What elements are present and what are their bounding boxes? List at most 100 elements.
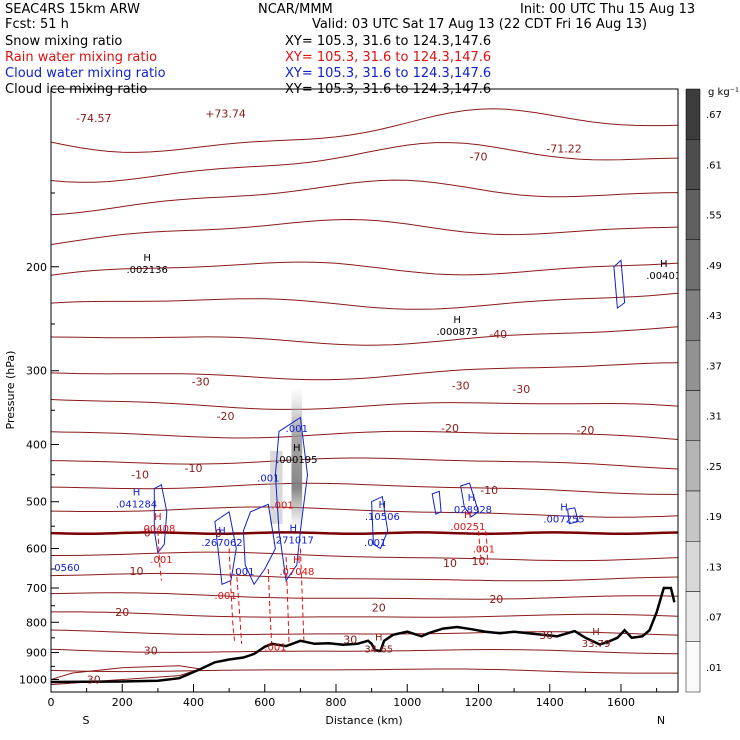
extremum-h-marker: H	[293, 443, 301, 454]
valid-time: Valid: 03 UTC Sat 17 Aug 13 (22 CDT Fri …	[312, 17, 647, 32]
extremum-h-marker: H	[289, 524, 297, 535]
y-axis-label: Pressure (hPa)	[4, 351, 17, 430]
header: SEAC4RS 15km ARW NCAR/MMM Init: 00 UTC T…	[5, 2, 695, 97]
contour-value-label: .001	[264, 643, 286, 654]
rain-contour	[267, 568, 273, 647]
rain-contour	[228, 548, 235, 641]
x-tick-label: 800	[326, 696, 347, 709]
colorbar-label: .49	[706, 261, 722, 272]
extremum-h-marker: H	[218, 526, 226, 537]
isotherm-line	[51, 551, 678, 562]
colorbar-label: .01	[706, 663, 722, 674]
extremum-value: 34.65	[364, 645, 393, 656]
rain-contours	[157, 530, 488, 647]
x-tick-label: 1000	[393, 696, 421, 709]
temperature-label: 10	[443, 557, 457, 570]
x-tick-label: 0	[48, 696, 55, 709]
field-xy-rain: XY= 105.3, 31.6 to 124.3,147.6	[285, 50, 491, 65]
contour-value-label: .001	[150, 555, 172, 566]
temperature-label: -10	[480, 484, 498, 497]
y-tick-label: 300	[26, 365, 47, 378]
plot-frame	[50, 88, 679, 693]
isotherm-line	[51, 430, 678, 440]
colorbar-segment	[685, 139, 701, 190]
field-label-snow: Snow mixing ratio	[5, 34, 122, 49]
cloud-water-contour	[153, 484, 168, 554]
contour-value-label: .001	[271, 500, 293, 511]
colorbar-label: .61	[706, 160, 722, 171]
isotherm-line	[51, 457, 678, 470]
colorbar-segment	[685, 440, 701, 492]
isotherm-line	[51, 362, 678, 381]
extremum-h-marker: H	[592, 627, 600, 638]
isotherm-line	[51, 261, 678, 276]
extremum-value: 33.79	[582, 639, 611, 650]
extremum-h-marker: H	[660, 259, 668, 270]
temperature-label: -10	[131, 469, 149, 482]
x-end-label: N	[657, 714, 665, 727]
isotherm-line	[51, 108, 678, 153]
temperature-label: -10	[185, 462, 203, 475]
extremum-value: .00401	[646, 271, 681, 282]
x-tick-label: 600	[254, 696, 275, 709]
temperature-label: -30	[192, 376, 210, 389]
y-tick-label: 700	[26, 582, 47, 595]
y-tick-label: 600	[26, 542, 47, 555]
isotherm-line	[51, 572, 678, 582]
y-tick-label: 400	[26, 439, 47, 452]
x-axis-label: Distance (km)	[325, 714, 402, 727]
x-tick-label: 1400	[536, 696, 564, 709]
colorbar-label: .31	[706, 412, 722, 423]
temperature-label: +73.74	[205, 107, 246, 120]
temperature-label: 30	[539, 629, 553, 642]
contour-value-label: .001	[364, 538, 386, 549]
isotherm-line	[51, 611, 678, 618]
cloud-water-contour	[371, 495, 389, 550]
snow-shading-column	[291, 387, 303, 531]
rain-contour	[285, 556, 290, 644]
colorbar-label: .07	[706, 613, 722, 624]
forecast-hour: Fcst: 51 h	[5, 17, 69, 32]
y-tick-label: 800	[26, 616, 47, 629]
temperature-label: 0	[215, 527, 222, 540]
extremum-h-marker: H	[379, 500, 387, 511]
colorbar-label: .19	[706, 512, 722, 523]
temperature-label: -20	[441, 422, 459, 435]
isotherm-line	[51, 665, 201, 686]
terrain-line	[51, 586, 676, 684]
x-tick-label: 200	[112, 696, 133, 709]
colorbar-segment	[685, 641, 701, 693]
isotherm-line	[51, 668, 678, 674]
y-tick-label: 900	[26, 646, 47, 659]
colorbar-segment	[685, 541, 701, 592]
extremum-h-marker: H	[375, 633, 383, 644]
extremum-h-marker: H	[560, 503, 568, 514]
y-axis: 200 300 400 500 600 700 800 900 1000	[19, 192, 59, 686]
colorbar-segment	[685, 88, 701, 140]
center-title: NCAR/MMM	[258, 2, 333, 17]
contour-value-label: .001	[257, 474, 279, 485]
temperature-label: 30	[87, 673, 101, 686]
colorbar-label: .43	[706, 311, 722, 322]
temperature-label: -20	[576, 424, 594, 437]
extremum-value: .00251	[450, 522, 485, 533]
field-xy-snow: XY= 105.3, 31.6 to 124.3,147.6	[285, 34, 491, 49]
colorbar-label: .25	[706, 462, 722, 473]
extremum-value: .028928	[451, 505, 492, 516]
temperature-label: 20	[489, 593, 503, 606]
x-tick-label: 1600	[607, 696, 635, 709]
isotherm-line	[51, 506, 678, 518]
isotherm-line	[51, 142, 678, 183]
extremum-value: .10506	[365, 512, 400, 523]
isotherm-line	[51, 218, 678, 245]
extremum-h-marker: H	[293, 555, 301, 566]
temperature-label: -40	[489, 328, 507, 341]
field-xy-cloud-water: XY= 105.3, 31.6 to 124.3,147.6	[285, 66, 491, 81]
temperature-label: -71.22	[546, 142, 581, 155]
isotherm-line	[51, 326, 678, 346]
colorbar: .67 .61 .55 .49 .43 .37 .31 .25 .19 .13 .07 .01	[685, 88, 722, 693]
x-axis: 0 200 400 600 800 1000 1200 1400 1600	[48, 684, 658, 709]
contour-value-label: .001	[214, 591, 236, 602]
isotherm-line	[51, 292, 678, 310]
x-start-label: S	[83, 714, 90, 727]
